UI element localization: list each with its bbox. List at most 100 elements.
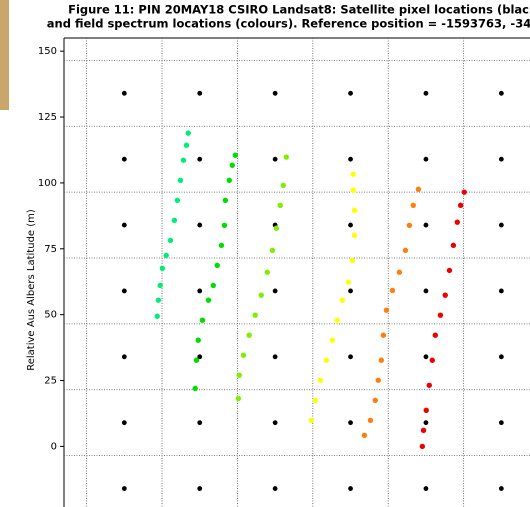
point <box>197 91 202 96</box>
y-tick-label: 25 <box>44 376 57 387</box>
point <box>390 288 395 293</box>
point <box>348 289 353 294</box>
point <box>433 333 438 338</box>
point <box>499 289 504 294</box>
point <box>499 223 504 228</box>
point <box>424 420 429 425</box>
point <box>416 187 421 192</box>
point <box>223 198 228 203</box>
point <box>181 158 186 163</box>
point <box>348 354 353 359</box>
point <box>200 317 205 322</box>
point <box>420 444 425 449</box>
point <box>265 270 270 275</box>
point <box>197 420 202 425</box>
y-axis-label: Relative Aus Albers Latitude (m) <box>26 209 37 371</box>
point <box>197 157 202 162</box>
point <box>407 223 412 228</box>
point <box>368 418 373 423</box>
point <box>273 157 278 162</box>
point <box>451 243 456 248</box>
point <box>458 203 463 208</box>
point <box>178 178 183 183</box>
point <box>122 223 127 228</box>
thumbnail-fragment <box>0 0 9 110</box>
point <box>197 289 202 294</box>
point <box>373 398 378 403</box>
point <box>194 358 199 363</box>
point <box>348 91 353 96</box>
point <box>403 248 408 253</box>
point <box>236 396 241 401</box>
y-tick-label: 150 <box>38 46 57 57</box>
point <box>340 297 345 302</box>
point <box>376 378 381 383</box>
point <box>499 157 504 162</box>
point <box>274 226 279 231</box>
point <box>184 143 189 148</box>
point <box>352 208 357 213</box>
point <box>348 486 353 491</box>
point <box>318 378 323 383</box>
point <box>352 233 357 238</box>
point <box>427 383 432 388</box>
point <box>122 420 127 425</box>
point <box>241 353 246 358</box>
point <box>211 283 216 288</box>
point <box>350 258 355 263</box>
point <box>168 238 173 243</box>
point <box>206 297 211 302</box>
point <box>384 307 389 312</box>
chart: Figure 11: PIN 20MAY18 CSIRO Landsat8: S… <box>0 0 530 507</box>
point <box>273 289 278 294</box>
point <box>160 266 165 271</box>
point <box>362 433 367 438</box>
point <box>324 358 329 363</box>
point <box>351 172 356 177</box>
chart-title: Figure 11: PIN 20MAY18 CSIRO Landsat8: S… <box>68 3 530 17</box>
point <box>158 283 163 288</box>
point <box>122 354 127 359</box>
point <box>424 223 429 228</box>
point <box>219 243 224 248</box>
point <box>230 163 235 168</box>
point <box>348 420 353 425</box>
point <box>246 333 251 338</box>
y-tick-label: 75 <box>44 244 57 255</box>
point <box>273 354 278 359</box>
point <box>411 203 416 208</box>
point <box>273 91 278 96</box>
y-tick-label: 50 <box>44 310 57 321</box>
point <box>164 253 169 258</box>
point <box>430 358 435 363</box>
point <box>197 486 202 491</box>
point <box>421 428 426 433</box>
point <box>379 358 384 363</box>
point <box>172 218 177 223</box>
point <box>313 398 318 403</box>
point <box>499 420 504 425</box>
point <box>447 268 452 273</box>
point <box>381 333 386 338</box>
point <box>122 289 127 294</box>
point <box>348 157 353 162</box>
point <box>284 154 289 159</box>
point <box>122 91 127 96</box>
chart-title: and field spectrum locations (colours). … <box>47 17 530 31</box>
point <box>424 91 429 96</box>
point <box>499 354 504 359</box>
point <box>222 223 227 228</box>
point <box>196 338 201 343</box>
point <box>155 314 160 319</box>
point <box>233 153 238 158</box>
point <box>175 198 180 203</box>
point <box>438 312 443 317</box>
point <box>499 486 504 491</box>
point <box>443 292 448 297</box>
y-tick-label: 0 <box>51 441 57 452</box>
point <box>227 178 232 183</box>
point <box>397 270 402 275</box>
point <box>424 157 429 162</box>
point <box>499 91 504 96</box>
point <box>122 157 127 162</box>
